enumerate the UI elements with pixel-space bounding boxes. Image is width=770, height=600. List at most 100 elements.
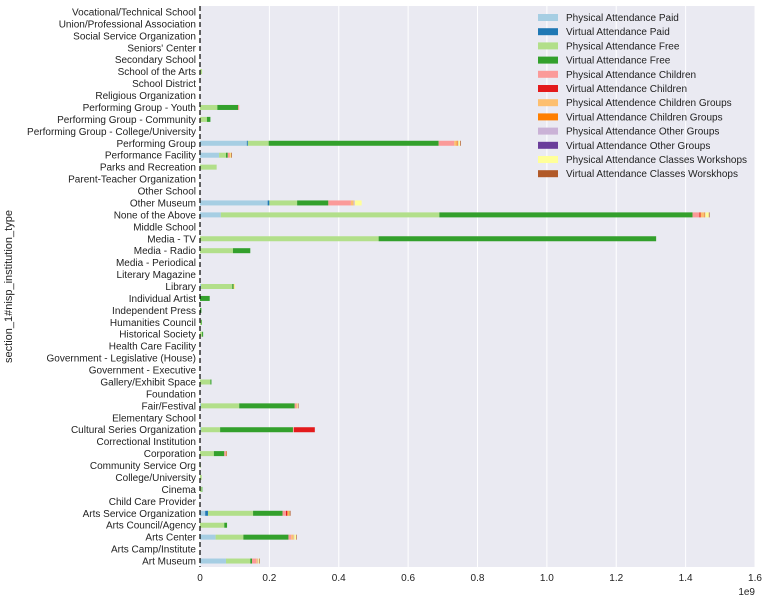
- legend-entry: Virtual Attendance Free: [566, 56, 671, 67]
- bar-segment: [200, 104, 218, 110]
- x-tick-label: 0: [197, 573, 203, 584]
- y-tick-label: Historical Society: [119, 330, 196, 341]
- legend-swatch: [538, 70, 558, 78]
- bar-segment: [692, 212, 700, 218]
- legend-entry: Virtual Attendance Children Groups: [566, 112, 723, 123]
- y-tick-label: Performing Group - College/University: [27, 127, 196, 138]
- bar-segment: [704, 212, 706, 218]
- bar-segment: [200, 486, 202, 492]
- bar-segment: [200, 474, 202, 480]
- bar-segment: [201, 319, 202, 325]
- bar-segment: [294, 403, 297, 409]
- bar-segment: [201, 427, 221, 433]
- y-tick-label: Arts Center: [145, 533, 196, 544]
- legend-swatch: [538, 127, 558, 135]
- y-tick-label: Middle School: [133, 222, 196, 233]
- y-tick-label: Foundation: [146, 389, 196, 400]
- bar-segment: [200, 116, 207, 122]
- legend-entry: Virtual Attendance Paid: [566, 27, 670, 38]
- bar-segment: [250, 558, 253, 564]
- bar-segment: [296, 534, 297, 540]
- bar-segment: [253, 510, 283, 516]
- x-tick-label: 0.2: [262, 573, 276, 584]
- x-tick-label: 1.0: [540, 573, 554, 584]
- bar-segment: [296, 403, 298, 409]
- y-tick-label: Media - Periodical: [116, 258, 196, 269]
- bar-segment: [288, 534, 292, 540]
- y-tick-label: Elementary School: [112, 413, 196, 424]
- y-tick-label: Performance Facility: [105, 151, 196, 162]
- bar-segment: [200, 331, 203, 337]
- bar-segment: [220, 427, 293, 433]
- bar-segment: [246, 140, 248, 146]
- bar-segment: [200, 248, 233, 254]
- bar-segment: [200, 427, 202, 433]
- legend-entry: Virtual Attendance Children: [566, 84, 687, 95]
- bar-segment: [268, 140, 439, 146]
- x-tick-label: 0.6: [401, 573, 415, 584]
- legend: Physical Attendance Paid Virtual Attendan…: [538, 13, 747, 180]
- y-tick-label: Community Service Org: [90, 461, 196, 472]
- bar-segment: [454, 140, 457, 146]
- y-tick-label: Cultural Series Organization: [71, 425, 196, 436]
- bar-segment: [200, 403, 202, 409]
- legend-swatch: [538, 141, 558, 149]
- bar-segment: [207, 510, 254, 516]
- bar-segment: [354, 200, 362, 206]
- bar-segment: [353, 200, 355, 206]
- legend-swatch: [538, 42, 558, 50]
- bar-segment: [200, 152, 220, 158]
- bar-segment: [200, 534, 216, 540]
- bar-segment: [457, 140, 459, 146]
- x-tick-label: 0.8: [471, 573, 485, 584]
- y-tick-label: Performing Group - Youth: [83, 103, 196, 114]
- bar-segment: [287, 510, 289, 516]
- y-tick-label: None of the Above: [114, 210, 197, 221]
- bar-segment: [226, 152, 228, 158]
- bar-segment: [456, 140, 458, 146]
- bar-segment: [200, 236, 379, 242]
- y-tick-label: Fair/Festival: [142, 401, 196, 412]
- bar-segment: [232, 284, 234, 289]
- y-tick-label: Government - Legislative (House): [46, 354, 196, 365]
- legend-swatch: [538, 156, 558, 163]
- y-tick-label: School of the Arts: [118, 67, 196, 78]
- bar-segment: [205, 510, 208, 516]
- bar-segment: [200, 319, 202, 325]
- bar-segment: [239, 403, 295, 409]
- bar-segment: [705, 212, 709, 218]
- bar-segment: [256, 558, 258, 564]
- y-tick-label: Arts Service Organization: [83, 509, 196, 520]
- legend-entry: Virtual Attendance Other Groups: [566, 141, 710, 152]
- bar-segment: [227, 152, 230, 158]
- bar-segment: [292, 427, 295, 433]
- y-tick-label: Corporation: [144, 449, 196, 460]
- bar-segment: [286, 510, 288, 516]
- bar-segment: [226, 451, 227, 457]
- bars-group: [200, 69, 710, 564]
- y-tick-label: Secondary School: [115, 55, 196, 66]
- bar-segment: [200, 140, 247, 146]
- bar-segment: [438, 140, 455, 146]
- grid-lines: [199, 6, 756, 567]
- y-tick-label: Other School: [138, 187, 196, 198]
- bar-segment: [294, 427, 315, 433]
- bar-segment: [297, 200, 329, 206]
- y-tick-label: Independent Press: [112, 306, 196, 317]
- x-tick-labels: 0 0.2 0.4 0.6 0.8 1.0 1.2 1.4 1.6: [197, 573, 762, 584]
- bar-segment: [234, 284, 236, 289]
- y-tick-label: Cinema: [162, 485, 197, 496]
- y-tick-label: Individual Artist: [129, 294, 196, 305]
- legend-swatch: [538, 56, 558, 64]
- y-tick-label: Union/Professional Association: [59, 19, 196, 30]
- y-tick-label: School District: [132, 79, 196, 90]
- y-tick-label: Library: [165, 282, 196, 293]
- bar-segment: [201, 284, 233, 289]
- legend-entry: Physical Attendance Other Groups: [566, 127, 719, 138]
- y-tick-label: Art Museum: [142, 557, 196, 568]
- bar-segment: [233, 284, 235, 289]
- bar-segment: [269, 200, 298, 206]
- bar-segment: [297, 403, 298, 409]
